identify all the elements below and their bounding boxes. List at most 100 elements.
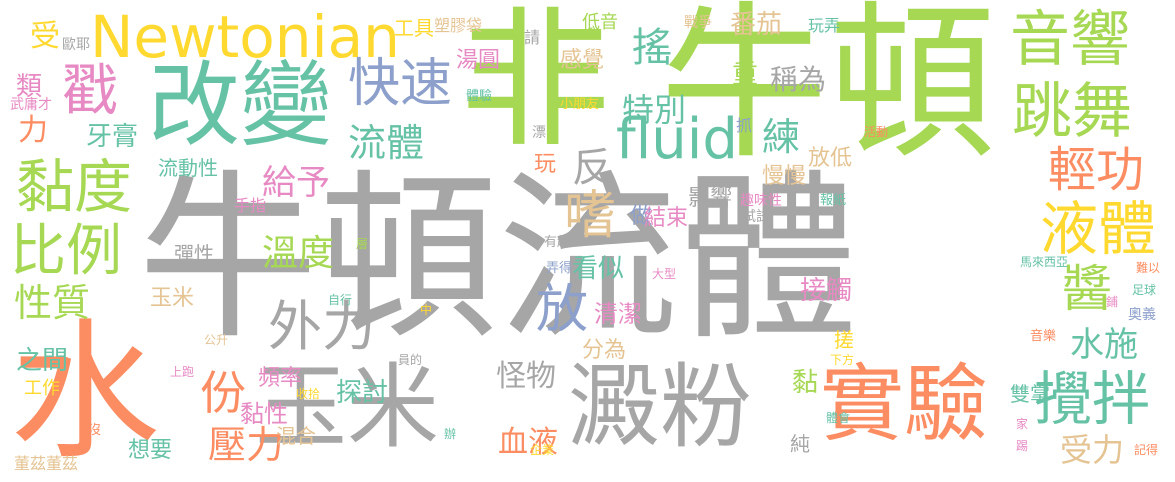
word: 下方 <box>830 353 855 367</box>
word: 影響 <box>688 186 733 211</box>
word: 記得 <box>1134 443 1159 457</box>
word: 壓力 <box>208 423 285 467</box>
word: 小朋友 <box>560 97 600 112</box>
word: 水 <box>10 306 161 480</box>
word: 武庸才 <box>10 97 52 113</box>
word: 頻率 <box>258 366 303 391</box>
word: 溫度 <box>262 233 335 274</box>
word: 液體 <box>1040 195 1157 263</box>
word: 牛頓流體 <box>138 155 859 364</box>
word: 董茲董茲 <box>14 454 79 473</box>
word: 自行 <box>328 293 353 307</box>
word: 探討 <box>336 378 389 408</box>
word: 血液 <box>498 425 558 460</box>
word: 鋪 <box>1106 295 1119 309</box>
word: 輕功 <box>1048 142 1145 198</box>
word: 沒 <box>88 423 102 438</box>
word: 看似 <box>572 254 625 284</box>
word: 非 <box>460 0 611 168</box>
word: 雙掌 <box>1010 382 1050 406</box>
word: 足球 <box>1132 283 1157 297</box>
word: 請 <box>524 28 541 47</box>
word: 感覺 <box>560 48 605 73</box>
word: 有趣 <box>544 235 571 250</box>
word: 公升 <box>204 333 229 347</box>
word: 受力 <box>1060 431 1125 469</box>
word: 分為 <box>582 338 627 363</box>
word: 牙膏 <box>86 122 139 152</box>
word: 類 <box>16 72 43 102</box>
word: 實驗 <box>820 355 989 453</box>
word: 弄得 <box>546 261 573 276</box>
word: 難以 <box>1136 261 1161 275</box>
word: 塑膠袋 <box>434 16 483 35</box>
word: 慢慢 <box>762 164 807 189</box>
word: 純 <box>790 432 810 456</box>
word: 踢 <box>1016 439 1029 453</box>
word: 給予 <box>262 163 330 203</box>
word: 醬 <box>1062 260 1112 318</box>
word: 玩弄 <box>808 16 841 35</box>
word: 力 <box>18 113 48 148</box>
word: 做 <box>630 204 653 229</box>
word: 工具 <box>394 16 434 40</box>
word: 稱為 <box>770 63 827 96</box>
word: 搖 <box>632 25 672 71</box>
word: 搓 <box>834 328 854 352</box>
word: 玉米 <box>150 286 195 311</box>
word: 比例 <box>10 219 122 284</box>
word: 趣味性 <box>740 193 782 209</box>
word: 放低 <box>808 146 853 171</box>
word: 外力 <box>268 295 376 358</box>
word: 辦 <box>444 427 457 441</box>
word: 工作 <box>24 378 60 399</box>
word: 澱粉 <box>568 354 753 461</box>
word: 改變 <box>148 52 333 159</box>
word: 中 <box>420 303 433 317</box>
word: 音樂 <box>1030 329 1057 344</box>
word: 奧義 <box>1128 307 1156 323</box>
word: 反 <box>572 145 612 191</box>
word: 歐耶 <box>62 37 90 53</box>
word: 練 <box>762 115 801 159</box>
word: 音響 <box>1010 5 1130 75</box>
word: fluid <box>616 107 738 172</box>
word: 手指 <box>234 196 267 215</box>
word: 收拾 <box>296 387 321 401</box>
word: 流動性 <box>158 156 218 180</box>
word: 大型 <box>652 267 677 281</box>
word: 結束 <box>644 206 689 231</box>
word: 體會 <box>826 411 851 425</box>
word: 戰爭 <box>684 15 712 31</box>
word: 流體 <box>348 121 425 165</box>
word: 嗜 <box>564 186 617 246</box>
word: 黏度 <box>16 153 133 221</box>
word: 黏 <box>792 368 819 398</box>
word: 黏性 <box>240 400 288 428</box>
word: 番茄 <box>730 10 783 40</box>
word: 接觸 <box>800 276 853 306</box>
word: 混合 <box>276 424 316 448</box>
word: 上跑 <box>170 365 195 379</box>
word: 清潔 <box>594 300 642 328</box>
word: 湯圓 <box>456 48 501 73</box>
word: 報紙 <box>820 193 847 208</box>
word: 想要 <box>128 438 173 463</box>
word: 快速 <box>348 54 453 114</box>
word: 家 <box>1016 417 1029 431</box>
word: 體驗 <box>466 89 493 104</box>
word: 牛頓 <box>660 0 996 182</box>
word: 員的 <box>398 353 423 367</box>
word: 抓 <box>736 116 753 135</box>
word: 層 <box>356 237 369 251</box>
word: 彈性 <box>174 242 214 266</box>
word: 試試 <box>742 209 770 225</box>
word: 放 <box>536 280 589 340</box>
word: 企業 <box>530 443 555 457</box>
word: 活動 <box>864 125 889 139</box>
word: Newtonian <box>90 3 400 71</box>
word: 攪拌 <box>1034 365 1151 433</box>
word: 重 <box>732 60 759 90</box>
word: 受 <box>30 19 60 54</box>
